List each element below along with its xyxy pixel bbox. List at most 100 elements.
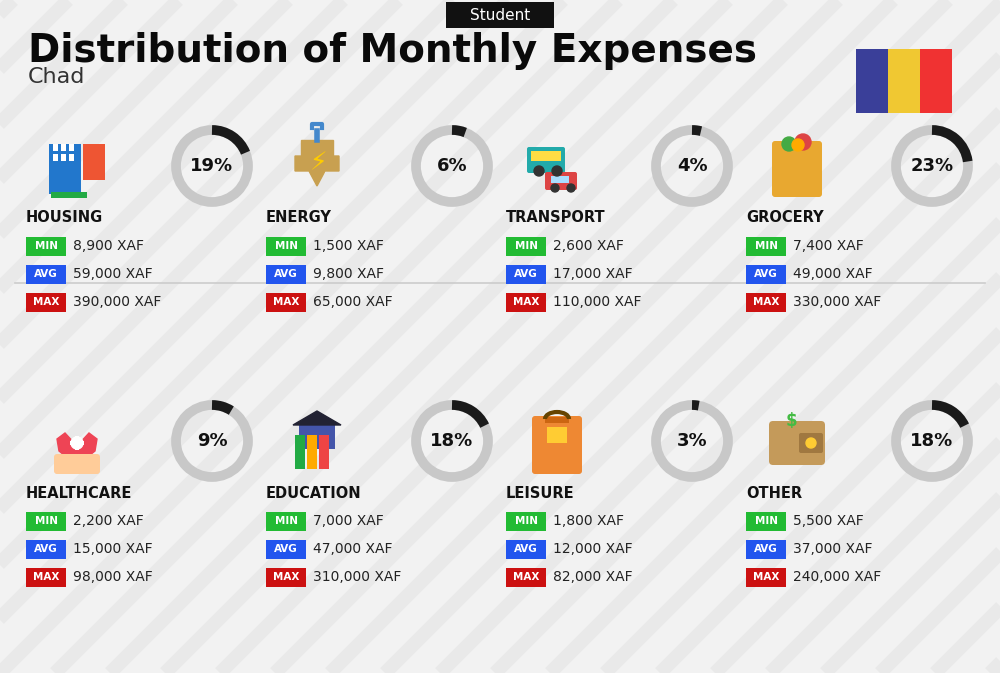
- Text: EDUCATION: EDUCATION: [266, 485, 362, 501]
- Text: $: $: [785, 412, 797, 430]
- FancyBboxPatch shape: [551, 176, 569, 183]
- FancyBboxPatch shape: [26, 293, 66, 312]
- FancyBboxPatch shape: [506, 567, 546, 586]
- Text: 330,000 XAF: 330,000 XAF: [793, 295, 881, 309]
- Polygon shape: [293, 411, 341, 425]
- Text: AVG: AVG: [34, 544, 58, 554]
- Text: MAX: MAX: [273, 572, 299, 582]
- FancyBboxPatch shape: [26, 540, 66, 559]
- Text: ENERGY: ENERGY: [266, 211, 332, 225]
- FancyBboxPatch shape: [319, 435, 329, 469]
- Circle shape: [71, 437, 83, 449]
- Text: 19%: 19%: [190, 157, 234, 175]
- Text: 59,000 XAF: 59,000 XAF: [73, 267, 153, 281]
- Text: ⚡: ⚡: [310, 151, 328, 175]
- Text: AVG: AVG: [34, 269, 58, 279]
- Text: MAX: MAX: [753, 297, 779, 307]
- FancyBboxPatch shape: [295, 435, 305, 469]
- FancyBboxPatch shape: [545, 172, 577, 190]
- FancyBboxPatch shape: [532, 416, 582, 474]
- Text: 18%: 18%: [430, 432, 474, 450]
- Text: Distribution of Monthly Expenses: Distribution of Monthly Expenses: [28, 32, 757, 70]
- Text: MAX: MAX: [513, 297, 539, 307]
- FancyBboxPatch shape: [446, 2, 554, 28]
- FancyBboxPatch shape: [53, 144, 58, 151]
- Text: LEISURE: LEISURE: [506, 485, 575, 501]
- Polygon shape: [57, 433, 97, 459]
- Polygon shape: [295, 156, 339, 186]
- FancyBboxPatch shape: [54, 454, 100, 474]
- FancyBboxPatch shape: [506, 264, 546, 283]
- Text: TRANSPORT: TRANSPORT: [506, 211, 606, 225]
- FancyBboxPatch shape: [787, 140, 807, 148]
- Text: MIN: MIN: [755, 241, 778, 251]
- FancyBboxPatch shape: [266, 567, 306, 586]
- Text: MIN: MIN: [755, 516, 778, 526]
- Text: MAX: MAX: [273, 297, 299, 307]
- Text: Student: Student: [470, 7, 530, 22]
- FancyBboxPatch shape: [70, 441, 84, 445]
- Circle shape: [567, 184, 575, 192]
- Text: MAX: MAX: [33, 297, 59, 307]
- FancyBboxPatch shape: [26, 236, 66, 256]
- Text: AVG: AVG: [754, 544, 778, 554]
- Text: MIN: MIN: [514, 516, 538, 526]
- FancyBboxPatch shape: [266, 540, 306, 559]
- Text: MAX: MAX: [513, 572, 539, 582]
- FancyBboxPatch shape: [506, 236, 546, 256]
- FancyBboxPatch shape: [772, 141, 822, 197]
- Text: 9%: 9%: [197, 432, 227, 450]
- Text: 9,800 XAF: 9,800 XAF: [313, 267, 384, 281]
- FancyBboxPatch shape: [75, 436, 79, 450]
- Text: 390,000 XAF: 390,000 XAF: [73, 295, 161, 309]
- FancyBboxPatch shape: [506, 293, 546, 312]
- Text: 98,000 XAF: 98,000 XAF: [73, 570, 153, 584]
- FancyBboxPatch shape: [26, 511, 66, 530]
- Text: MIN: MIN: [274, 516, 298, 526]
- FancyBboxPatch shape: [266, 264, 306, 283]
- Text: MIN: MIN: [274, 241, 298, 251]
- Circle shape: [792, 139, 804, 151]
- Text: MAX: MAX: [33, 572, 59, 582]
- Text: 18%: 18%: [910, 432, 954, 450]
- Text: MAX: MAX: [753, 572, 779, 582]
- Text: 82,000 XAF: 82,000 XAF: [553, 570, 633, 584]
- FancyBboxPatch shape: [506, 540, 546, 559]
- FancyBboxPatch shape: [307, 435, 317, 469]
- FancyBboxPatch shape: [920, 49, 952, 113]
- Text: 110,000 XAF: 110,000 XAF: [553, 295, 642, 309]
- FancyBboxPatch shape: [746, 567, 786, 586]
- FancyBboxPatch shape: [769, 421, 825, 465]
- Text: 7,000 XAF: 7,000 XAF: [313, 514, 384, 528]
- Text: 7,400 XAF: 7,400 XAF: [793, 239, 864, 253]
- FancyBboxPatch shape: [266, 236, 306, 256]
- FancyBboxPatch shape: [746, 264, 786, 283]
- FancyBboxPatch shape: [299, 425, 335, 449]
- Text: 1,800 XAF: 1,800 XAF: [553, 514, 624, 528]
- FancyBboxPatch shape: [746, 236, 786, 256]
- Circle shape: [552, 166, 562, 176]
- FancyBboxPatch shape: [547, 427, 567, 443]
- FancyBboxPatch shape: [746, 511, 786, 530]
- FancyBboxPatch shape: [26, 264, 66, 283]
- Text: 23%: 23%: [910, 157, 954, 175]
- Circle shape: [782, 137, 796, 151]
- Text: 37,000 XAF: 37,000 XAF: [793, 542, 872, 556]
- Text: 65,000 XAF: 65,000 XAF: [313, 295, 393, 309]
- Text: 240,000 XAF: 240,000 XAF: [793, 570, 881, 584]
- Text: 310,000 XAF: 310,000 XAF: [313, 570, 401, 584]
- Text: OTHER: OTHER: [746, 485, 802, 501]
- Circle shape: [806, 438, 816, 448]
- FancyBboxPatch shape: [51, 192, 87, 198]
- FancyBboxPatch shape: [888, 49, 920, 113]
- FancyBboxPatch shape: [506, 511, 546, 530]
- Polygon shape: [301, 140, 333, 156]
- Text: 3%: 3%: [677, 432, 707, 450]
- Text: HOUSING: HOUSING: [26, 211, 103, 225]
- Text: 2,600 XAF: 2,600 XAF: [553, 239, 624, 253]
- FancyBboxPatch shape: [856, 49, 888, 113]
- FancyBboxPatch shape: [26, 567, 66, 586]
- Text: GROCERY: GROCERY: [746, 211, 824, 225]
- Text: MIN: MIN: [34, 516, 58, 526]
- Text: 2,200 XAF: 2,200 XAF: [73, 514, 144, 528]
